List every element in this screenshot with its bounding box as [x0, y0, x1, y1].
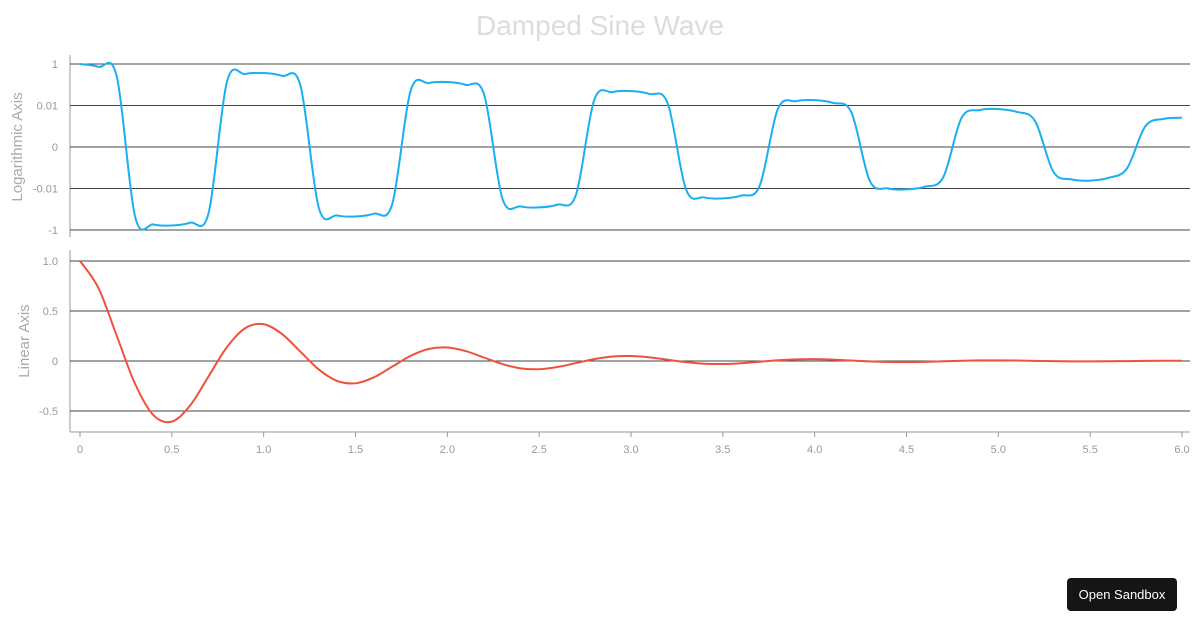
x-tick-label: 5.5 — [1083, 444, 1098, 456]
bottom-y-tick-label: -0.5 — [39, 406, 58, 418]
bottom-series-line — [79, 260, 1183, 424]
chart-title: Damped Sine Wave — [476, 10, 724, 41]
bottom-y-axis-label: Linear Axis — [16, 304, 33, 377]
open-sandbox-button[interactable]: Open Sandbox — [1067, 578, 1177, 611]
x-tick-label: 3.0 — [623, 444, 638, 456]
x-tick-label: 1.5 — [348, 444, 363, 456]
x-tick-label: 0 — [77, 444, 83, 456]
top-y-tick-label: -0.01 — [33, 184, 58, 196]
top-y-tick-label: 1 — [52, 59, 58, 71]
top-y-tick-label: 0.01 — [37, 101, 58, 113]
top-y-axis-label: Logarithmic Axis — [9, 92, 26, 201]
top-y-tick-label: 0 — [52, 142, 58, 154]
x-tick-label: 2.5 — [532, 444, 547, 456]
x-tick-label: 1.0 — [256, 444, 271, 456]
x-tick-label: 2.0 — [440, 444, 455, 456]
bottom-y-tick-label: 0 — [52, 356, 58, 368]
x-tick-label: 3.5 — [715, 444, 730, 456]
x-tick-label: 4.0 — [807, 444, 822, 456]
x-tick-label: 5.0 — [991, 444, 1006, 456]
top-y-tick-label: -1 — [48, 225, 58, 237]
x-tick-label: 6.0 — [1174, 444, 1189, 456]
x-tick-label: 4.5 — [899, 444, 914, 456]
bottom-y-tick-label: 1.0 — [43, 256, 58, 268]
bottom-y-tick-label: 0.5 — [43, 306, 58, 318]
top-series-line — [79, 61, 1183, 231]
x-tick-label: 0.5 — [164, 444, 179, 456]
